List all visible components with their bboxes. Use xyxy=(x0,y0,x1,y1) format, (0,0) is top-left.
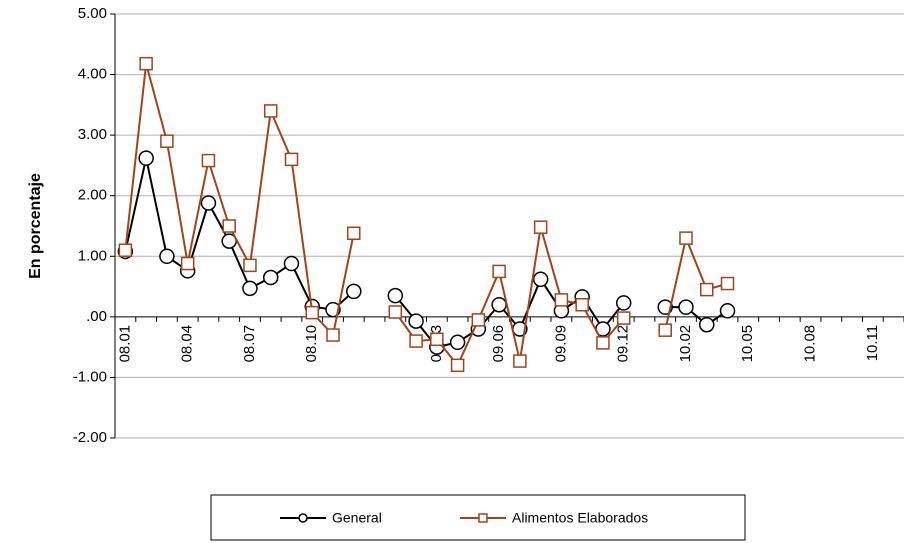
marker xyxy=(138,150,154,166)
x-tick-label: 08.01 xyxy=(116,325,133,363)
marker xyxy=(700,282,714,297)
x-tick-label: 09.12 xyxy=(615,325,632,363)
y-tick-label: 4.00 xyxy=(78,66,107,83)
x-tick-label: 08.10 xyxy=(303,325,320,363)
marker xyxy=(471,313,486,327)
marker xyxy=(243,258,257,273)
marker xyxy=(430,332,444,347)
marker xyxy=(326,328,340,342)
marker xyxy=(222,219,236,233)
marker xyxy=(615,295,632,311)
x-tick-label: 10.08 xyxy=(802,325,819,363)
marker xyxy=(596,336,610,350)
marker xyxy=(283,255,300,272)
marker xyxy=(720,276,735,291)
line xyxy=(665,306,729,326)
x-tick-label: 09.06 xyxy=(490,325,507,363)
x-tick-label: 08.04 xyxy=(179,325,196,363)
marker xyxy=(409,334,423,348)
marker xyxy=(139,56,153,71)
marker xyxy=(533,220,548,234)
marker xyxy=(201,153,216,168)
marker xyxy=(346,283,362,300)
x-tick-label: 10.11 xyxy=(864,325,881,361)
marker xyxy=(699,316,715,333)
y-tick-label: .00 xyxy=(86,308,107,325)
marker xyxy=(180,256,195,271)
marker xyxy=(284,152,299,167)
legend-label: Alimentos Elaborados xyxy=(512,510,648,526)
marker xyxy=(262,269,279,286)
marker xyxy=(263,104,278,118)
marker xyxy=(554,293,569,307)
y-tick-label: 1.00 xyxy=(78,247,107,264)
marker xyxy=(118,243,133,257)
line xyxy=(124,63,355,338)
marker xyxy=(491,296,507,313)
marker xyxy=(678,299,694,315)
marker xyxy=(387,287,404,304)
legend-marker xyxy=(478,513,488,523)
y-tick-label: 2.00 xyxy=(78,187,107,204)
y-tick-label: 5.00 xyxy=(78,5,107,22)
legend-marker xyxy=(298,513,308,523)
legend-label: General xyxy=(332,510,382,526)
marker xyxy=(449,334,466,351)
line xyxy=(664,234,728,331)
marker xyxy=(532,271,549,288)
marker xyxy=(305,305,319,320)
x-tick-label: 08.07 xyxy=(241,325,258,363)
y-tick-label: 3.00 xyxy=(78,126,107,143)
marker xyxy=(450,358,465,373)
marker xyxy=(492,264,506,279)
marker xyxy=(242,280,258,297)
marker xyxy=(719,303,736,319)
y-tick-label: -2.00 xyxy=(73,429,107,446)
marker xyxy=(159,248,175,265)
x-tick-label: 10.02 xyxy=(677,325,694,363)
marker xyxy=(347,226,361,241)
x-tick-label: 09.09 xyxy=(552,325,569,363)
marker xyxy=(513,354,527,368)
marker xyxy=(616,311,631,325)
marker xyxy=(160,134,174,148)
x-tick-label: 10.05 xyxy=(739,325,756,363)
marker xyxy=(658,323,672,337)
marker xyxy=(408,313,424,329)
marker xyxy=(200,195,217,211)
y-tick-label: -1.00 xyxy=(73,368,107,385)
line xyxy=(124,157,355,311)
marker xyxy=(575,297,589,312)
marker xyxy=(679,231,693,245)
y-axis-label: En porcentaje xyxy=(27,173,44,279)
marker xyxy=(388,305,403,319)
